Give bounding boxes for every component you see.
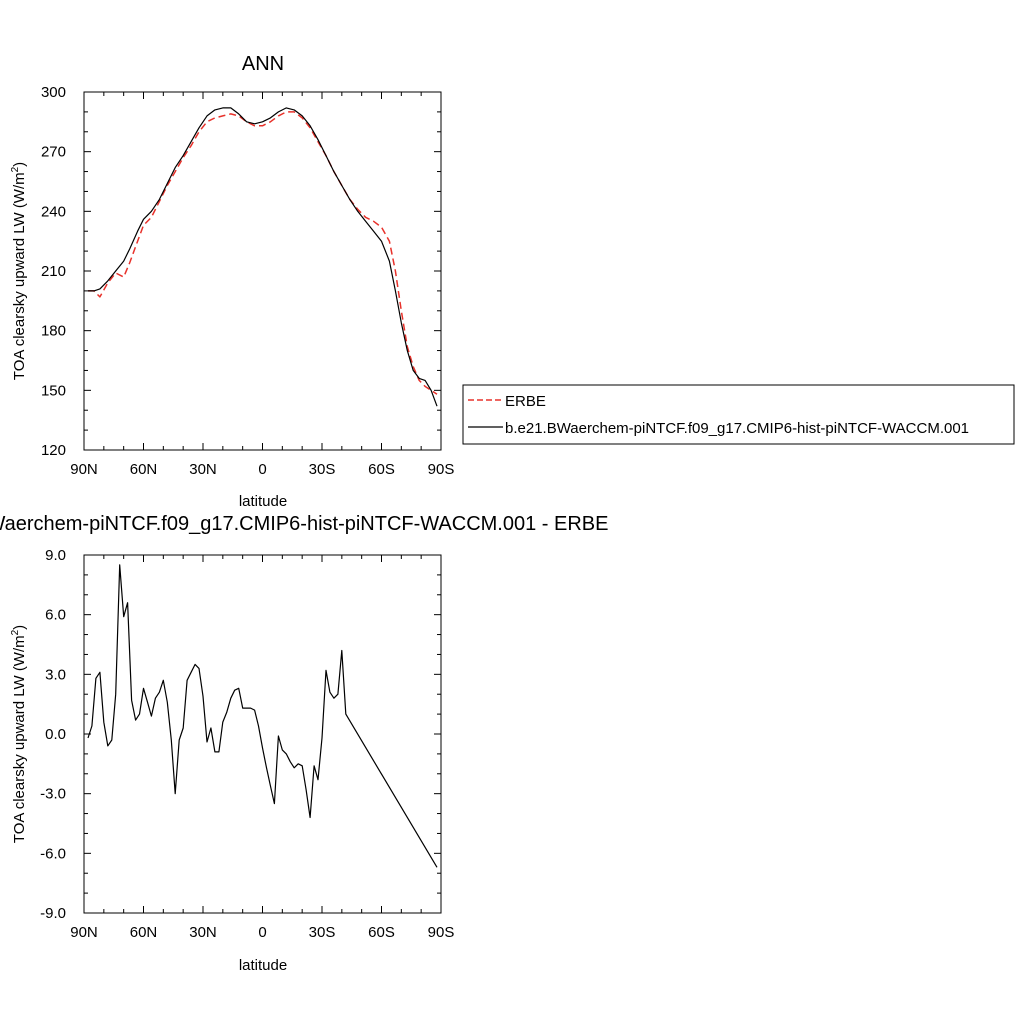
top-x-tick-label: 90S [428,461,455,478]
bottom-series-line-0 [87,564,438,868]
bottom-y-tick-label: 6.0 [45,607,66,624]
top-x-axis-label: latitude [239,493,287,510]
top-x-tick-label: 90N [70,461,98,478]
top-plot-area: 90N 60N 30N 0 30S 60S 90S 120 150 180 210 240 270 300 [41,84,454,478]
bottom-plot-area: 90N 60N 30N 0 30S 60S 90S -9.0 -6.0 -3.0 0.0 3.0 6.0… [40,547,454,941]
top-x-tick-label: 60N [130,461,158,478]
bottom-y-axis-label-main: TOA clearsky upward LW (W/m [11,635,28,843]
bottom-chart-title: b.e21.BWaerchem-piNTCF.f09_g17.CMIP6-his… [0,513,608,535]
top-series-line-0 [88,111,438,395]
bottom-y-tick-label: -9.0 [40,905,66,922]
top-series-line-1 [88,107,438,407]
bottom-x-tick-label: 0 [258,924,266,941]
bottom-y-tick-label: 9.0 [45,547,66,564]
top-x-tick-label: 30S [309,461,336,478]
top-y-axis-label: TOA clearsky upward LW (W/m2) [10,162,28,380]
top-x-tick-label: 30N [189,461,217,478]
bottom-x-tick-label: 90S [428,924,455,941]
panel-top: ANN 90N 60N 30N 0 30S 60S 90S 120 150 180 210 240 27… [10,53,454,510]
top-x-tick-label: 0 [258,461,266,478]
top-y-tick-label: 180 [41,323,66,340]
bottom-y-axis-label-tail: ) [11,625,28,630]
bottom-y-axis-label: TOA clearsky upward LW (W/m2) [10,625,28,843]
top-y-tick-label: 270 [41,144,66,161]
top-y-tick-label: 210 [41,263,66,280]
bottom-x-tick-label: 30S [309,924,336,941]
top-y-axis-label-sup: 2 [10,166,21,172]
top-chart-title: ANN [242,53,284,75]
bottom-y-axis-label-sup: 2 [10,629,21,635]
bottom-plot-frame [83,554,442,914]
top-y-axis-label-main: TOA clearsky upward LW (W/m [11,172,28,380]
panel-bottom: b.e21.BWaerchem-piNTCF.f09_g17.CMIP6-his… [0,513,608,974]
top-plot-frame [83,91,442,451]
bottom-x-tick-label: 60S [368,924,395,941]
bottom-y-tick-label: 0.0 [45,726,66,743]
top-y-tick-label: 240 [41,203,66,220]
bottom-y-tick-label: -3.0 [40,786,66,803]
legend-label-erbe: ERBE [505,393,546,410]
top-y-tick-label: 150 [41,382,66,399]
bottom-y-tick-label: -6.0 [40,845,66,862]
top-x-tick-label: 60S [368,461,395,478]
legend: ERBE b.e21.BWaerchem-piNTCF.f09_g17.CMIP… [462,384,1015,445]
legend-box [462,384,1015,445]
legend-label-model: b.e21.BWaerchem-piNTCF.f09_g17.CMIP6-his… [505,420,969,437]
top-y-tick-label: 120 [41,442,66,459]
top-y-tick-label: 300 [41,84,66,101]
bottom-x-tick-label: 60N [130,924,158,941]
bottom-x-axis-label: latitude [239,957,287,974]
top-y-axis-label-tail: ) [11,162,28,167]
bottom-x-tick-label: 90N [70,924,98,941]
bottom-y-tick-label: 3.0 [45,666,66,683]
bottom-x-tick-label: 30N [189,924,217,941]
